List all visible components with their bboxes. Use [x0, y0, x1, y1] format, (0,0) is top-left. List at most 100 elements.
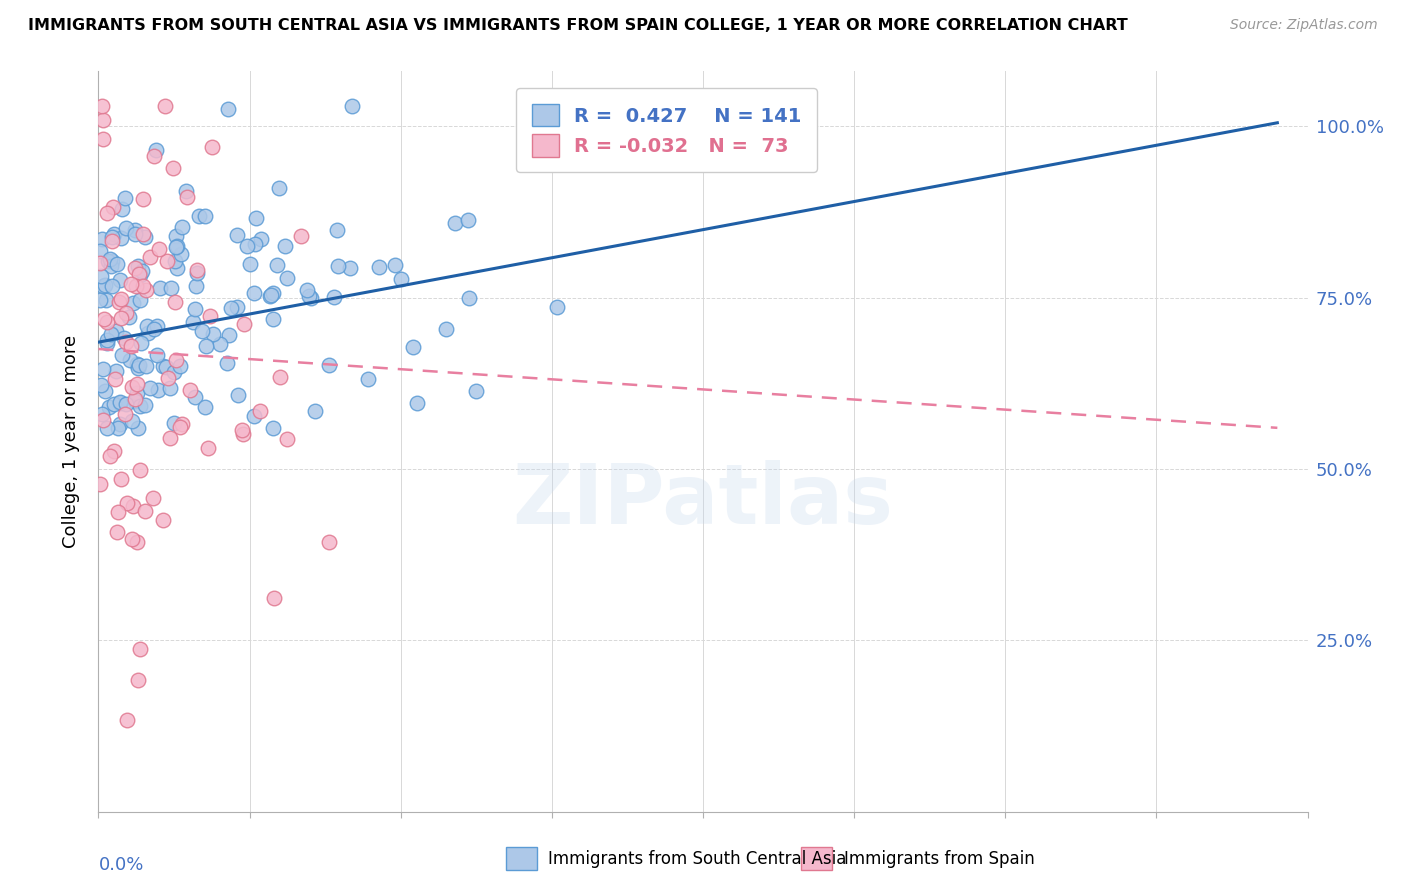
Point — [263, 591, 285, 605]
Point — [121, 413, 143, 427]
Point — [262, 421, 284, 435]
Point — [128, 267, 150, 281]
Point — [295, 283, 318, 297]
Point — [259, 289, 281, 303]
Point — [156, 254, 179, 268]
Point — [172, 220, 194, 235]
Point — [342, 98, 364, 112]
Point — [128, 293, 150, 308]
Point — [190, 325, 212, 339]
Point — [96, 206, 118, 220]
Point — [91, 412, 114, 426]
Point — [236, 239, 259, 253]
Point — [110, 230, 132, 244]
Point — [90, 407, 112, 421]
Point — [226, 387, 249, 401]
Point — [146, 348, 169, 362]
Point — [156, 371, 179, 385]
Point — [165, 240, 187, 254]
Point — [132, 279, 155, 293]
Point — [105, 364, 128, 378]
Point — [152, 359, 174, 374]
Point — [98, 400, 121, 414]
Point — [298, 289, 321, 303]
Point — [120, 277, 142, 292]
Point — [114, 191, 136, 205]
Point — [125, 534, 148, 549]
Point — [262, 286, 284, 301]
Point — [101, 234, 124, 248]
Point — [202, 327, 225, 342]
Y-axis label: College, 1 year or more: College, 1 year or more — [62, 335, 80, 548]
Point — [197, 442, 219, 456]
Point — [93, 312, 115, 326]
Point — [139, 250, 162, 264]
Point — [299, 292, 322, 306]
Point — [107, 505, 129, 519]
Point — [194, 209, 217, 223]
Point — [215, 356, 238, 370]
Point — [249, 404, 271, 418]
Point — [108, 294, 131, 309]
Point — [94, 293, 117, 308]
Point — [186, 262, 208, 277]
Point — [121, 380, 143, 394]
Point — [155, 359, 177, 374]
Point — [90, 268, 112, 283]
Point — [323, 290, 346, 304]
Point — [170, 247, 193, 261]
Point — [100, 259, 122, 273]
Point — [131, 264, 153, 278]
Point — [162, 365, 184, 379]
Point — [231, 423, 253, 437]
Point — [134, 230, 156, 244]
Point — [325, 222, 347, 236]
Point — [174, 185, 197, 199]
Point — [91, 132, 114, 146]
Point — [250, 232, 273, 246]
Point — [96, 336, 118, 351]
Point — [125, 376, 148, 391]
Point — [110, 292, 132, 306]
Point — [152, 513, 174, 527]
Point — [129, 462, 152, 476]
Point — [125, 357, 148, 371]
Point — [108, 273, 131, 287]
Point — [124, 261, 146, 276]
Point — [89, 293, 111, 308]
Text: Immigrants from South Central Asia: Immigrants from South Central Asia — [548, 849, 846, 868]
Point — [101, 229, 124, 244]
Point — [546, 300, 568, 314]
Point — [135, 359, 157, 373]
Point — [103, 227, 125, 241]
Point — [112, 330, 135, 344]
Point — [114, 397, 136, 411]
Point — [136, 326, 159, 341]
Point — [165, 229, 187, 244]
Point — [127, 259, 149, 273]
Point — [148, 243, 170, 257]
Point — [139, 381, 162, 395]
Text: Source: ZipAtlas.com: Source: ZipAtlas.com — [1230, 18, 1378, 32]
Point — [276, 271, 298, 285]
Point — [464, 384, 486, 398]
Point — [406, 396, 429, 410]
Point — [127, 421, 149, 435]
Point — [262, 311, 284, 326]
Point — [125, 385, 148, 400]
Point — [124, 227, 146, 242]
Point — [232, 317, 254, 331]
Point — [219, 301, 242, 316]
Point — [318, 535, 340, 549]
Point — [198, 309, 221, 323]
Point — [318, 358, 340, 372]
Point — [166, 260, 188, 275]
Point — [91, 113, 114, 128]
Point — [105, 524, 128, 539]
Point — [143, 322, 166, 336]
Point — [114, 408, 136, 422]
Point — [184, 302, 207, 317]
Point — [267, 180, 290, 194]
Point — [163, 253, 186, 268]
Point — [269, 370, 291, 384]
